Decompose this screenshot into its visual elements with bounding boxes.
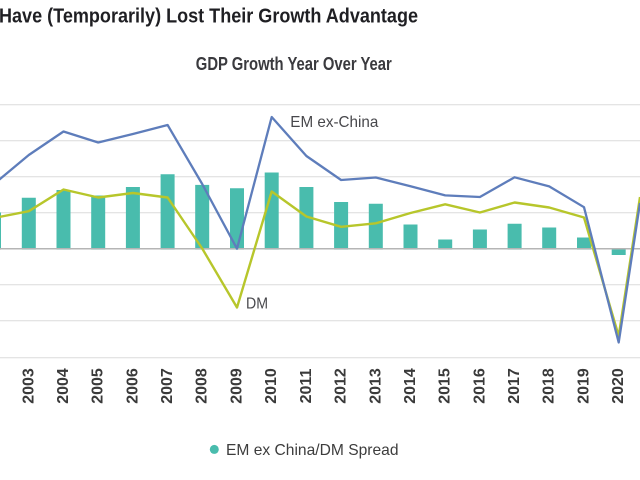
svg-text:2010: 2010 <box>263 368 280 404</box>
svg-text:2006: 2006 <box>124 368 141 404</box>
svg-text:2020: 2020 <box>610 368 627 404</box>
svg-text:2005: 2005 <box>90 368 107 404</box>
svg-text:2017: 2017 <box>506 368 523 404</box>
svg-text:2019: 2019 <box>576 368 593 404</box>
svg-text:2013: 2013 <box>367 368 384 404</box>
svg-text:2015: 2015 <box>437 368 454 404</box>
svg-text:Have (Temporarily) Lost Their: Have (Temporarily) Lost Their Growth Adv… <box>0 5 418 27</box>
svg-text:EM ex China/DM Spread: EM ex China/DM Spread <box>226 442 399 459</box>
svg-text:2011: 2011 <box>298 369 315 404</box>
svg-text:2014: 2014 <box>402 368 419 404</box>
svg-text:2016: 2016 <box>471 368 488 404</box>
svg-text:GDP Growth Year Over Year: GDP Growth Year Over Year <box>196 53 392 74</box>
svg-text:2003: 2003 <box>20 368 37 404</box>
svg-text:2018: 2018 <box>541 368 558 404</box>
svg-text:2004: 2004 <box>55 368 72 404</box>
svg-text:2002: 2002 <box>0 368 3 404</box>
svg-text:2007: 2007 <box>159 368 176 404</box>
svg-text:2008: 2008 <box>194 368 211 404</box>
svg-text:DM: DM <box>246 295 268 312</box>
svg-text:EM ex-China: EM ex-China <box>290 114 378 131</box>
svg-text:2012: 2012 <box>333 368 350 404</box>
svg-text:2009: 2009 <box>229 368 246 404</box>
